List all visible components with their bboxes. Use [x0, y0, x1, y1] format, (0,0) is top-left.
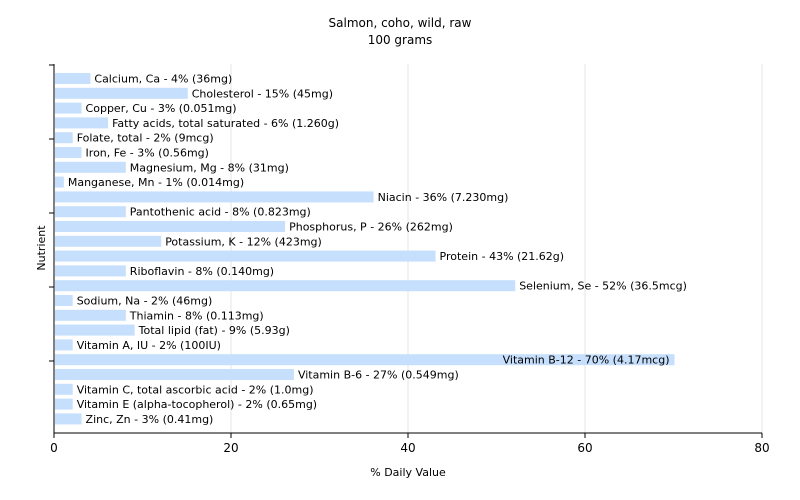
chart-subtitle: 100 grams — [368, 33, 433, 47]
bar-13 — [55, 265, 126, 277]
axes: 0 20 40 60 80 — [49, 64, 770, 455]
bar-label-5: Iron, Fe - 3% (0.56mg) — [86, 147, 209, 160]
x-tick-label-0: 0 — [50, 441, 58, 455]
bar-label-23: Zinc, Zn - 3% (0.41mg) — [86, 413, 214, 426]
bar-10 — [55, 221, 286, 232]
bar-label-17: Total lipid (fat) - 9% (5.93g) — [138, 324, 290, 337]
bar-label-12: Protein - 43% (21.62g) — [440, 250, 565, 263]
bar-16 — [55, 309, 126, 321]
bar-0 — [55, 73, 91, 84]
bar-12 — [55, 250, 436, 262]
bar-label-8: Niacin - 36% (7.230mg) — [378, 191, 509, 204]
bar-21 — [55, 383, 73, 395]
bars — [55, 73, 675, 425]
bar-label-20: Vitamin B-6 - 27% (0.549mg) — [298, 369, 459, 382]
bar-4 — [55, 132, 73, 144]
bar-label-14: Selenium, Se - 52% (36.5mcg) — [519, 280, 687, 293]
bar-label-16: Thiamin - 8% (0.113mg) — [129, 309, 264, 322]
bar-14 — [55, 280, 516, 292]
bar-label-3: Fatty acids, total saturated - 6% (1.260… — [112, 117, 339, 130]
x-axis-title: % Daily Value — [370, 466, 446, 479]
bar-11 — [55, 235, 162, 247]
bar-label-22: Vitamin E (alpha-tocopherol) - 2% (0.65m… — [77, 398, 317, 411]
x-tick-label-2: 40 — [400, 441, 415, 455]
bar-label-11: Potassium, K - 12% (423mg) — [165, 235, 322, 248]
bar-label-9: Pantothenic acid - 8% (0.823mg) — [130, 206, 311, 219]
x-tick-label-3: 60 — [577, 441, 592, 455]
bar-7 — [55, 176, 64, 188]
bar-label-18: Vitamin A, IU - 2% (100IU) — [77, 339, 221, 352]
x-tick-label-1: 20 — [223, 441, 238, 455]
bar-20 — [55, 369, 294, 380]
bar-8 — [55, 191, 374, 203]
bar-label-13: Riboflavin - 8% (0.140mg) — [130, 265, 274, 278]
bar-2 — [55, 102, 82, 114]
bar-label-6: Magnesium, Mg - 8% (31mg) — [130, 161, 289, 174]
bar-19 — [55, 354, 675, 366]
bar-15 — [55, 295, 73, 306]
bar-5 — [55, 147, 82, 158]
bar-label-0: Calcium, Ca - 4% (36mg) — [94, 73, 232, 86]
bar-18 — [55, 339, 73, 351]
bar-6 — [55, 161, 126, 173]
bar-23 — [55, 413, 82, 425]
x-tick-label-4: 80 — [754, 441, 769, 455]
bar-17 — [55, 324, 135, 336]
bar-label-15: Sodium, Na - 2% (46mg) — [77, 295, 213, 308]
bar-label-1: Cholesterol - 15% (45mg) — [192, 87, 333, 100]
bar-1 — [55, 87, 188, 99]
bar-label-19: Vitamin B-12 - 70% (4.17mcg) — [503, 354, 670, 367]
bar-3 — [55, 117, 109, 129]
bar-label-21: Vitamin C, total ascorbic acid - 2% (1.0… — [77, 383, 314, 396]
bar-label-7: Manganese, Mn - 1% (0.014mg) — [68, 176, 244, 189]
chart-title: Salmon, coho, wild, raw — [329, 16, 472, 30]
bar-label-10: Phosphorus, P - 26% (262mg) — [289, 221, 453, 234]
y-axis-title: Nutrient — [35, 225, 48, 271]
bar-9 — [55, 206, 126, 218]
bar-label-2: Copper, Cu - 3% (0.051mg) — [86, 102, 237, 115]
bar-labels: Calcium, Ca - 4% (36mg)Cholesterol - 15%… — [68, 73, 687, 426]
bar-label-4: Folate, total - 2% (9mcg) — [77, 132, 214, 145]
bar-22 — [55, 398, 73, 410]
